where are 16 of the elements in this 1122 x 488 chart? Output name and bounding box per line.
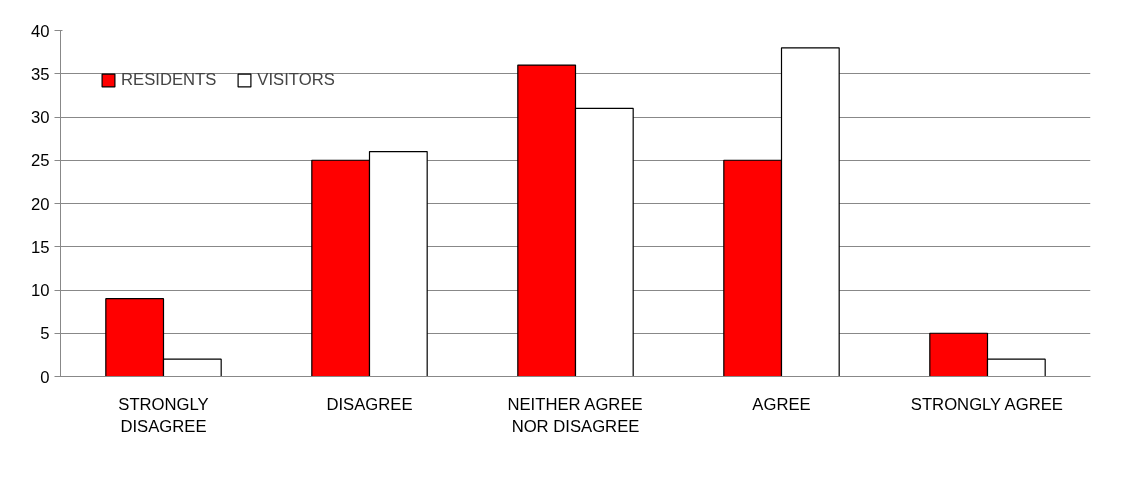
y-tick-label: 10	[30, 281, 50, 300]
y-tick-label: 0	[40, 367, 50, 387]
legend-label: RESIDENTS	[121, 70, 217, 90]
y-tick-label: 15	[30, 237, 50, 257]
x-tick-label: NEITHER AGREE NOR DISAGREE	[507, 394, 643, 437]
y-tick-label: 20	[30, 194, 50, 214]
x-tick-label: AGREE	[752, 394, 811, 414]
x-tick-label: STRONGLY DISAGREE	[118, 394, 209, 437]
y-tick-label: 35	[30, 64, 50, 84]
y-tick-label: 30	[30, 108, 50, 127]
x-tick-label: STRONGLY AGREE	[910, 394, 1063, 414]
y-tick-label: 40	[30, 21, 50, 41]
x-tick-label: DISAGREE	[326, 394, 413, 414]
legend-label: VISITORS	[257, 70, 335, 90]
y-tick-label: 5	[40, 324, 50, 344]
y-tick-label: 25	[30, 151, 50, 171]
